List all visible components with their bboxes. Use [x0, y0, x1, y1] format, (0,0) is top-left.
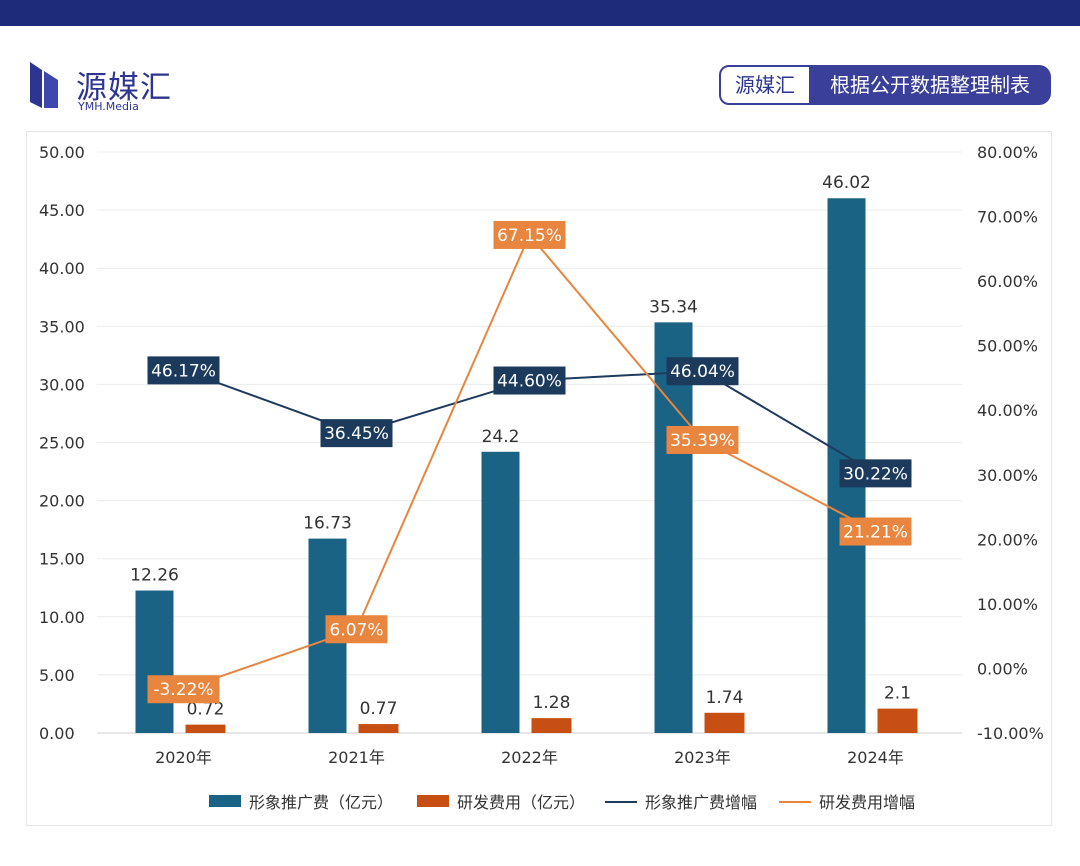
legend-label: 研发费用增幅 [819, 793, 915, 812]
x-tick-label: 2021年 [328, 748, 385, 767]
bar-promo-label: 12.26 [130, 566, 179, 586]
rnd-growth-tag-box [147, 675, 220, 704]
y-right-tick-label: 60.00% [977, 272, 1038, 291]
bar-rnd-label: 1.28 [533, 693, 571, 713]
y-right-tick-label: 70.00% [977, 208, 1038, 227]
promo-growth-tag-label: 46.04% [670, 362, 735, 382]
legend-swatch [417, 795, 449, 807]
bar-rnd [185, 724, 226, 733]
y-left-tick-label: 50.00 [39, 143, 85, 162]
combo-chart: 0.00 5.00 10.00 15.00 20.00 25.00 30.00 35.00 40… [39, 143, 1044, 812]
bar-rnd [531, 718, 572, 733]
brand-mark-icon [30, 62, 58, 108]
promo-growth-tag-box [320, 419, 393, 448]
legend-label: 形象推广费（亿元） [249, 793, 393, 812]
bar-rnd-label: 0.72 [187, 700, 225, 720]
y-right-tick-label: 0.00% [977, 659, 1028, 678]
bar-promo-label: 35.34 [649, 297, 698, 317]
y-left-tick-label: 0.00 [39, 724, 75, 743]
y-left-tick-label: 30.00 [39, 375, 85, 394]
bar-rnd-label: 0.77 [360, 699, 398, 719]
y-right-tick-label: 50.00% [977, 337, 1038, 356]
bar-rnd-label: 2.1 [884, 684, 911, 704]
bar-promo-label: 24.2 [482, 427, 520, 447]
source-brand: 源媒汇 [719, 65, 811, 105]
y-left-tick-label: 40.00 [39, 259, 85, 278]
y-right-tick-label: -10.00% [977, 724, 1044, 743]
y-left-tick-label: 10.00 [39, 608, 85, 627]
x-tick-label: 2023年 [674, 748, 731, 767]
brand-logo: 源媒汇 YMH.Media [28, 58, 228, 114]
rnd-growth-tag-box [325, 615, 388, 644]
line-rnd-growth [183, 233, 876, 691]
y-left-tick-label: 45.00 [39, 201, 85, 220]
source-badge: 源媒汇 根据公开数据整理制表 [719, 65, 1051, 107]
rnd-growth-tag-label: -3.22% [153, 680, 213, 700]
y-right-tick-label: 10.00% [977, 595, 1038, 614]
bar-promo-label: 16.73 [303, 514, 352, 534]
bar-rnd [358, 724, 399, 733]
x-tick-label: 2024年 [847, 748, 904, 767]
bar-rnd [877, 708, 918, 733]
promo-growth-tag-label: 30.22% [843, 464, 908, 484]
rnd-growth-tag-box [839, 517, 912, 546]
bar-promo [481, 451, 520, 733]
rnd-growth-tag-box [666, 425, 739, 454]
rnd-growth-tag-label: 6.07% [329, 620, 383, 640]
rnd-growth-tag-label: 35.39% [670, 431, 735, 451]
y-left-tick-label: 35.00 [39, 317, 85, 336]
brand-subtitle: YMH.Media [78, 100, 139, 113]
promo-growth-tag-box [493, 366, 566, 395]
promo-growth-tag-box [147, 356, 220, 385]
brand-name: 源媒汇 [76, 70, 172, 106]
y-right-tick-label: 40.00% [977, 401, 1038, 420]
bar-promo [135, 590, 174, 733]
y-right-tick-label: 20.00% [977, 530, 1038, 549]
promo-growth-tag-label: 44.60% [497, 372, 562, 392]
legend-label: 形象推广费增幅 [645, 793, 757, 812]
rnd-growth-tag-label: 67.15% [497, 226, 562, 246]
y-left-tick-label: 15.00 [39, 550, 85, 569]
bar-promo-label: 46.02 [822, 173, 871, 193]
legend-swatch [209, 795, 241, 807]
source-note: 根据公开数据整理制表 [809, 65, 1051, 105]
rnd-growth-tag-box [493, 220, 566, 249]
x-tick-label: 2022年 [501, 748, 558, 767]
y-right-tick-label: 30.00% [977, 466, 1038, 485]
promo-growth-tag-label: 46.17% [151, 361, 216, 381]
x-tick-label: 2020年 [155, 748, 212, 767]
y-left-tick-label: 20.00 [39, 492, 85, 511]
bar-rnd [704, 712, 745, 733]
chart-panel: 0.00 5.00 10.00 15.00 20.00 25.00 30.00 35.00 40… [26, 131, 1052, 826]
promo-growth-tag-box [666, 357, 739, 386]
promo-growth-tag-label: 36.45% [324, 424, 389, 444]
promo-growth-tag-box [839, 459, 912, 488]
y-left-tick-label: 25.00 [39, 434, 85, 453]
y-right-tick-label: 80.00% [977, 143, 1038, 162]
rnd-growth-tag-label: 21.21% [843, 523, 908, 543]
bar-rnd-label: 1.74 [706, 688, 744, 708]
legend-label: 研发费用（亿元） [457, 793, 585, 812]
top-banner [0, 0, 1080, 26]
y-left-tick-label: 5.00 [39, 666, 75, 685]
